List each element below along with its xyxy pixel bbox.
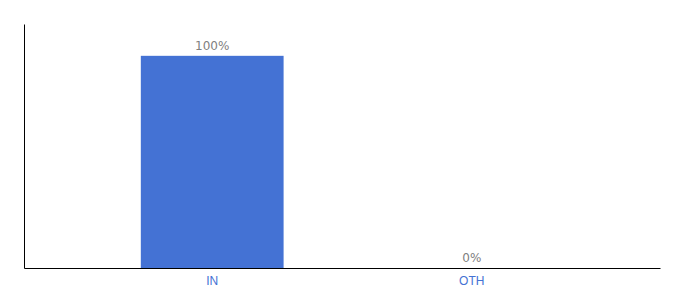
bar	[141, 56, 284, 268]
data-label: 100%	[195, 39, 229, 53]
chart-container: IN OTH 100% 0%	[0, 0, 680, 300]
y-axis	[24, 25, 25, 269]
x-tick-label: OTH	[459, 274, 484, 288]
x-tick: IN	[206, 274, 218, 288]
x-axis: IN OTH	[25, 269, 661, 288]
plot: IN OTH 100% 0%	[25, 25, 661, 288]
x-tick: OTH	[459, 274, 484, 288]
data-label: 0%	[462, 251, 481, 265]
x-axis-line	[25, 268, 661, 269]
bar	[400, 268, 543, 269]
bars	[141, 56, 284, 268]
chart: IN OTH 100% 0%	[0, 0, 680, 300]
data-labels: 100% 0%	[195, 39, 481, 265]
y-axis-line	[24, 25, 25, 269]
x-tick-label: IN	[206, 274, 218, 288]
